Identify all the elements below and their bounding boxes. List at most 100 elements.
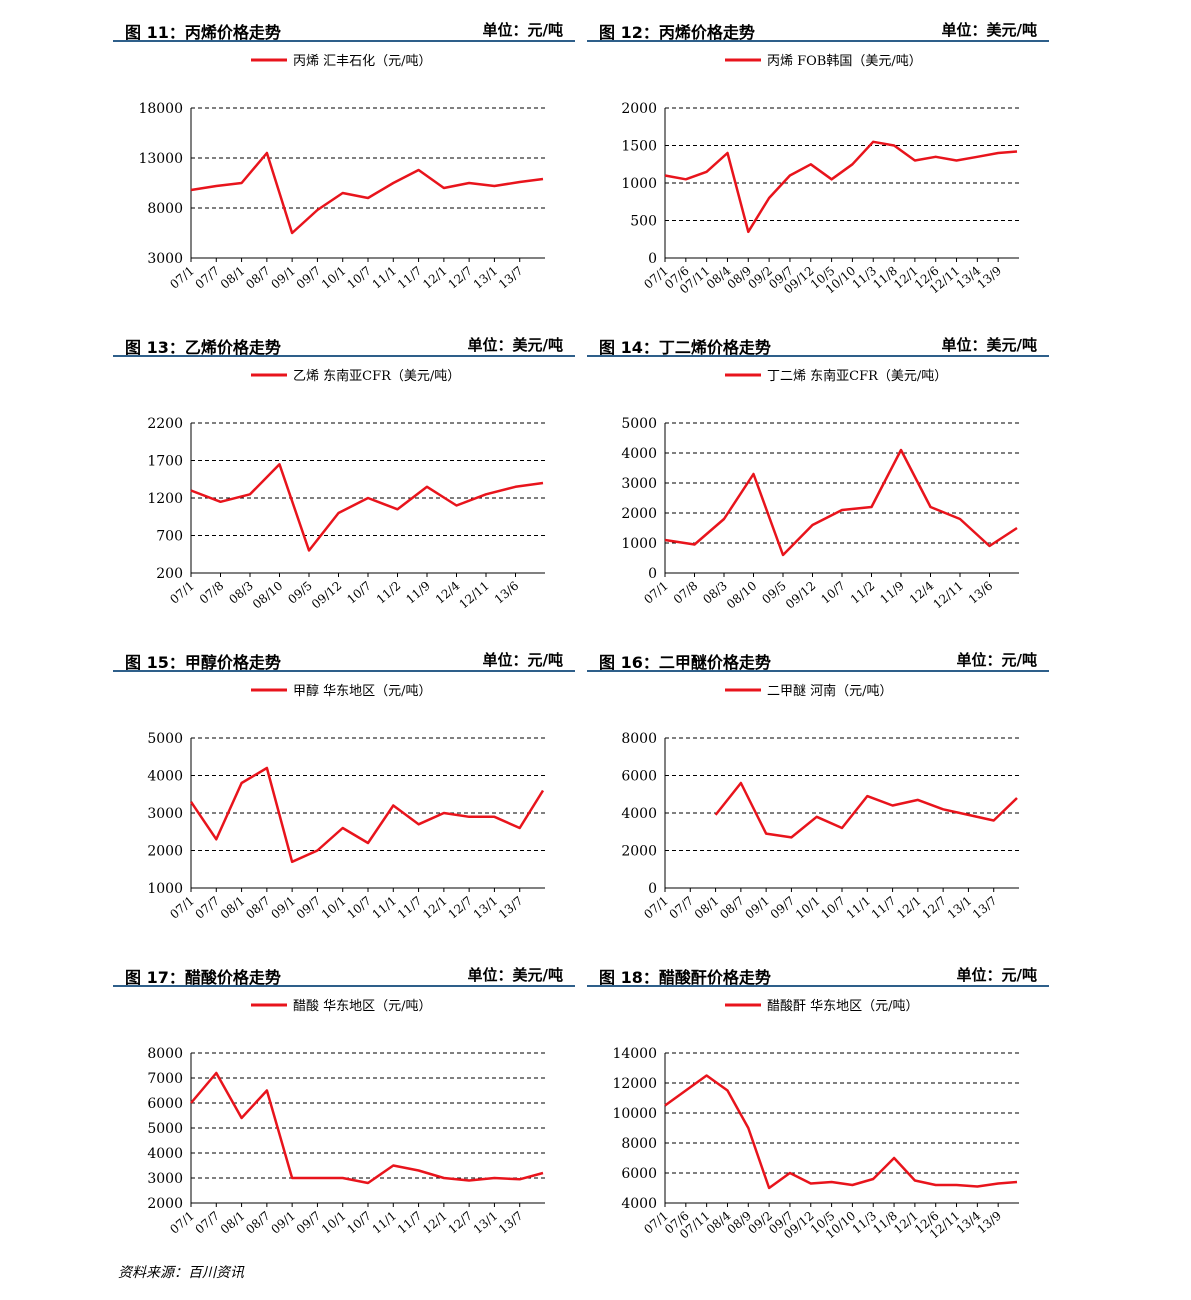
y-tick-label: 0 bbox=[648, 881, 657, 897]
x-tick-label: 12/7 bbox=[445, 1209, 475, 1237]
x-tick-label: 13/1 bbox=[471, 1209, 501, 1237]
panel-header: 图 13：乙烯价格走势 单位：美元/吨 bbox=[113, 325, 575, 357]
line-chart: 醋酸酐 华东地区（元/吨） 4000 6000 8000 10000 12000 14000… bbox=[612, 998, 1019, 1242]
line-chart: 醋酸 华东地区（元/吨） 2000 3000 4000 5000 6000 7000 8000… bbox=[147, 998, 545, 1237]
unit-label: 单位：美元/吨 bbox=[941, 336, 1037, 354]
line-chart: 二甲醚 河南（元/吨） 0 2000 4000 6000 8000 07/107/708/1… bbox=[621, 683, 1019, 922]
x-tick-label: 08/7 bbox=[243, 1209, 273, 1237]
legend-label: 丙烯 FOB韩国（美元/吨） bbox=[767, 54, 922, 69]
figure-title: 图 14：丁二烯价格走势 bbox=[599, 338, 771, 357]
x-tick-label: 13/6 bbox=[966, 579, 996, 607]
panel-header: 图 15：甲醇价格走势 单位：元/吨 bbox=[113, 640, 575, 672]
x-tick-label: 07/8 bbox=[671, 579, 701, 607]
y-tick-label: 1000 bbox=[621, 176, 657, 192]
x-tick-label: 09/1 bbox=[742, 894, 772, 922]
line-chart: 丙烯 FOB韩国（美元/吨）050010001500200007/107/607… bbox=[621, 54, 1019, 297]
unit-label: 单位：元/吨 bbox=[956, 966, 1037, 984]
unit-label: 单位：元/吨 bbox=[482, 21, 563, 39]
x-tick-label: 07/1 bbox=[641, 579, 671, 607]
x-tick-label: 10/1 bbox=[319, 264, 349, 292]
x-tick-label: 13/7 bbox=[496, 894, 526, 922]
x-tick-label: 10/7 bbox=[818, 894, 848, 922]
y-tick-label: 18000 bbox=[138, 101, 183, 117]
x-tick-label: 13/7 bbox=[970, 894, 1000, 922]
series-line bbox=[664, 448, 1018, 557]
y-tick-label: 1000 bbox=[147, 881, 183, 897]
x-tick-label: 10/1 bbox=[319, 1209, 349, 1237]
x-tick-label: 09/7 bbox=[294, 1209, 324, 1237]
x-tick-label: 08/1 bbox=[218, 264, 248, 292]
line-chart: 丙烯 汇丰石化（元/吨）30008000130001800007/107/708… bbox=[138, 54, 545, 292]
unit-label: 单位：美元/吨 bbox=[941, 21, 1037, 39]
x-tick-label: 13/7 bbox=[496, 264, 526, 292]
x-tick-label: 08/10 bbox=[250, 579, 285, 612]
y-tick-label: 1200 bbox=[147, 491, 183, 507]
legend-label: 乙烯 东南亚CFR（美元/吨） bbox=[293, 368, 460, 384]
x-tick-label: 09/1 bbox=[268, 1209, 298, 1237]
x-tick-label: 12/1 bbox=[420, 1209, 450, 1237]
x-tick-label: 11/1 bbox=[370, 894, 400, 922]
y-tick-label: 4000 bbox=[621, 806, 657, 822]
x-tick-label: 13/9 bbox=[974, 264, 1004, 292]
unit-label: 单位：元/吨 bbox=[956, 651, 1037, 669]
x-tick-label: 09/12 bbox=[309, 579, 344, 612]
x-tick-label: 11/2 bbox=[374, 579, 404, 607]
x-tick-label: 08/7 bbox=[243, 894, 273, 922]
unit-label: 单位：美元/吨 bbox=[467, 336, 563, 354]
figure-title: 图 15：甲醇价格走势 bbox=[125, 653, 281, 672]
legend-label: 醋酸酐 华东地区（元/吨） bbox=[767, 998, 919, 1014]
unit-label: 单位：元/吨 bbox=[482, 651, 563, 669]
x-tick-label: 11/2 bbox=[848, 579, 878, 607]
y-tick-label: 0 bbox=[648, 566, 657, 582]
y-tick-label: 3000 bbox=[147, 251, 183, 267]
y-tick-label: 12000 bbox=[612, 1076, 657, 1092]
x-tick-label: 07/7 bbox=[193, 894, 223, 922]
chart-panel-dme: 图 16：二甲醚价格走势 单位：元/吨 二甲醚 河南（元/吨） 0 2000 4000… bbox=[587, 640, 1049, 940]
x-tick-label: 07/8 bbox=[197, 579, 227, 607]
x-tick-label: 11/9 bbox=[877, 579, 907, 607]
x-tick-label: 07/1 bbox=[167, 1209, 197, 1237]
y-tick-label: 5000 bbox=[147, 731, 183, 747]
legend-label: 甲醇 华东地区（元/吨） bbox=[293, 683, 432, 699]
y-tick-label: 1000 bbox=[621, 536, 657, 552]
x-tick-label: 12/1 bbox=[420, 264, 450, 292]
line-chart: 甲醇 华东地区（元/吨） 1000 2000 3000 4000 5000 07/107/7… bbox=[147, 683, 545, 922]
y-tick-label: 2000 bbox=[621, 844, 657, 860]
y-tick-label: 200 bbox=[156, 566, 183, 582]
x-tick-label: 12/11 bbox=[456, 579, 491, 612]
series-line bbox=[714, 781, 1018, 839]
y-tick-label: 0 bbox=[648, 251, 657, 267]
panel-header: 图 18：醋酸酐价格走势 单位：元/吨 bbox=[587, 955, 1049, 987]
x-tick-label: 07/1 bbox=[641, 894, 671, 922]
x-tick-label: 09/1 bbox=[268, 264, 298, 292]
x-tick-label: 08/1 bbox=[218, 1209, 248, 1237]
y-tick-label: 5000 bbox=[147, 1121, 183, 1137]
y-tick-label: 2000 bbox=[147, 844, 183, 860]
x-tick-label: 11/7 bbox=[395, 894, 425, 922]
x-tick-label: 11/1 bbox=[370, 1209, 400, 1237]
x-tick-label: 11/1 bbox=[370, 264, 400, 292]
panel-header: 图 17：醋酸价格走势 单位：美元/吨 bbox=[113, 955, 575, 987]
x-tick-label: 07/7 bbox=[667, 894, 697, 922]
x-tick-label: 11/7 bbox=[395, 1209, 425, 1237]
figure-title: 图 17：醋酸价格走势 bbox=[125, 968, 281, 987]
x-tick-label: 11/1 bbox=[844, 894, 874, 922]
x-tick-label: 08/1 bbox=[692, 894, 722, 922]
chart-panel-propylene-cn: 图 11：丙烯价格走势 单位：元/吨 丙烯 汇丰石化（元/吨） 3000 8000 1… bbox=[113, 10, 575, 310]
y-tick-label: 6000 bbox=[147, 1096, 183, 1112]
y-tick-label: 6000 bbox=[621, 769, 657, 785]
x-tick-label: 10/7 bbox=[818, 579, 848, 607]
x-tick-label: 13/1 bbox=[471, 894, 501, 922]
y-tick-label: 2000 bbox=[621, 101, 657, 117]
chart-panel-acetic-acid: 图 17：醋酸价格走势 单位：美元/吨 醋酸 华东地区（元/吨） 2000 3000… bbox=[113, 955, 575, 1255]
y-tick-label: 3000 bbox=[147, 1171, 183, 1187]
x-tick-label: 12/1 bbox=[420, 894, 450, 922]
y-tick-label: 2200 bbox=[147, 416, 183, 432]
series-line bbox=[189, 766, 545, 864]
x-tick-label: 09/7 bbox=[768, 894, 798, 922]
x-tick-label: 11/7 bbox=[395, 264, 425, 292]
series-line bbox=[664, 1074, 1018, 1190]
x-tick-label: 13/1 bbox=[471, 264, 501, 292]
x-tick-label: 10/7 bbox=[344, 264, 374, 292]
y-tick-label: 2000 bbox=[147, 1196, 183, 1212]
